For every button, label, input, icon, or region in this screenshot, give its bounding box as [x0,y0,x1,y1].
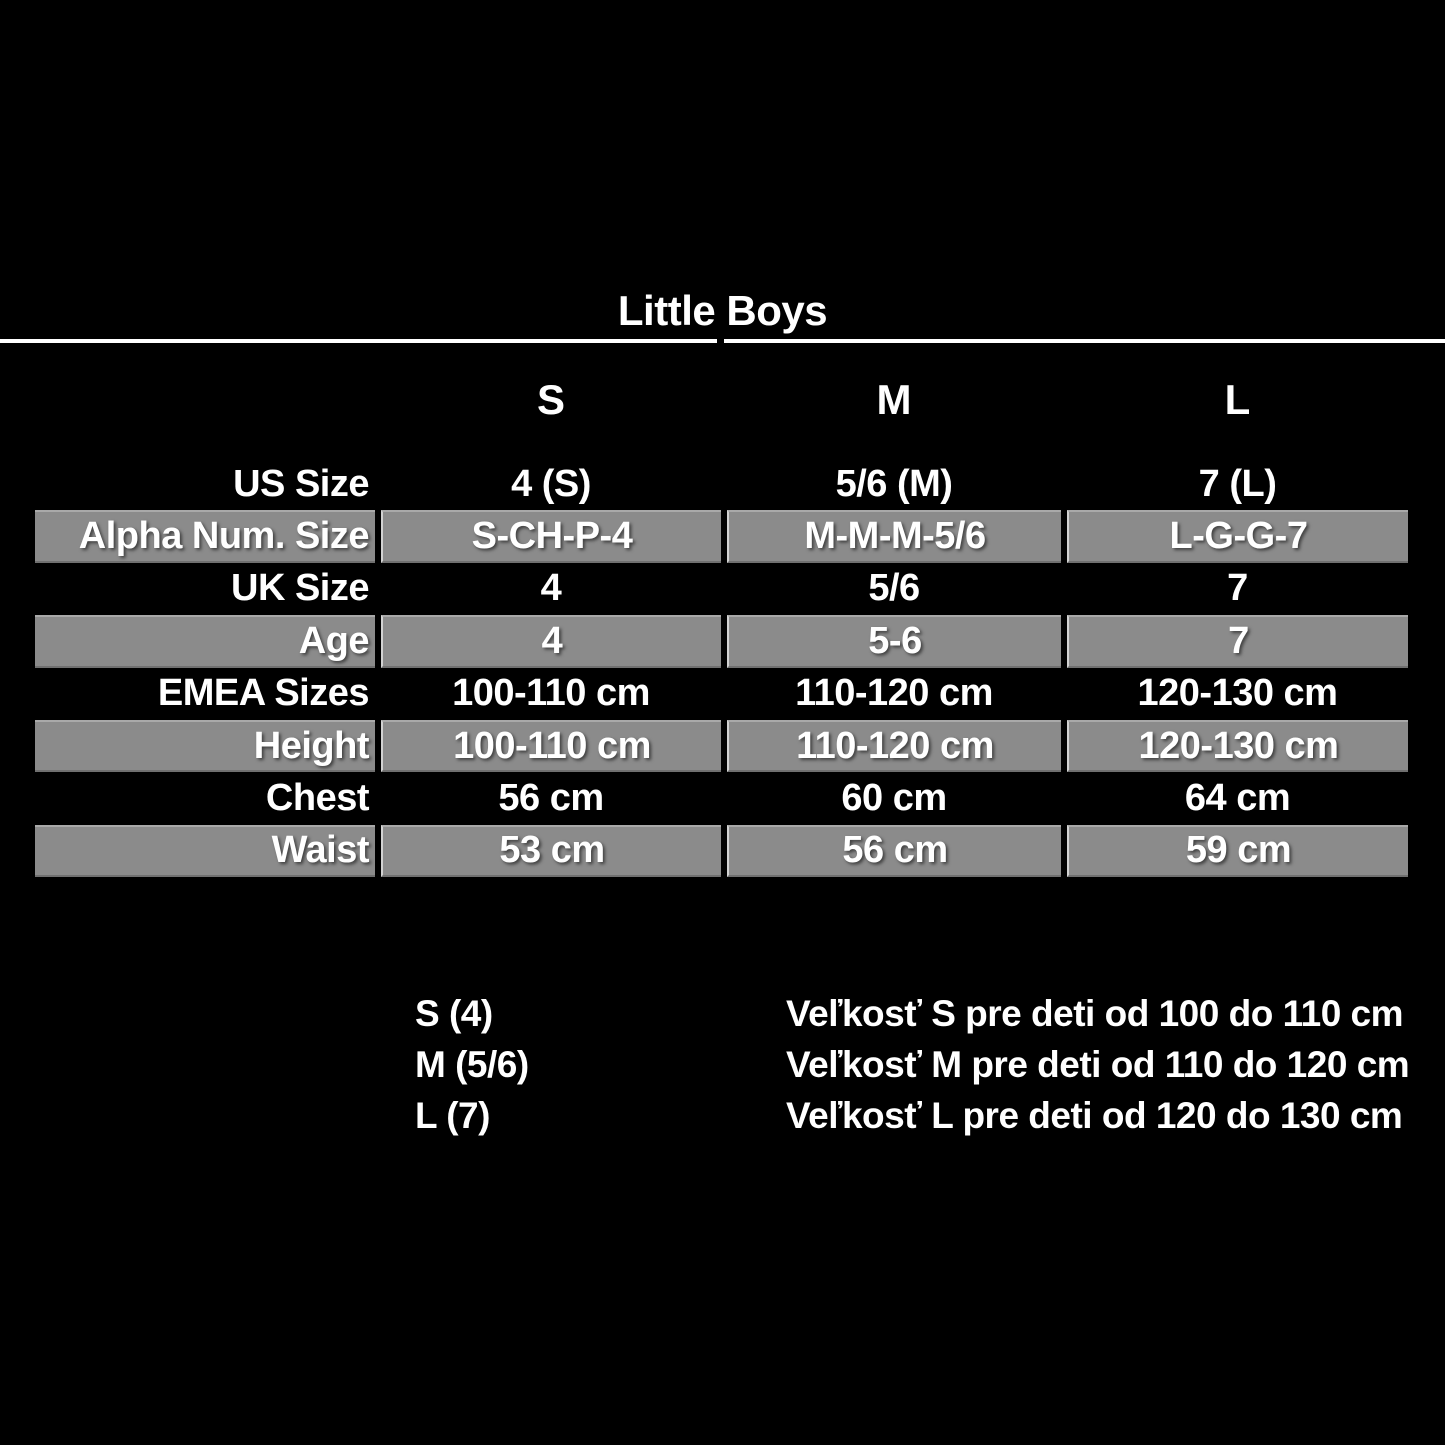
size-cell-l: 7 [1227,567,1248,610]
size-cell-l: 120-130 cm [1137,672,1338,715]
size-cell-m: 5-6 [727,615,1061,668]
size-cell-l: 64 cm [1184,777,1291,820]
size-cell-s: 4 [540,567,562,610]
table-row-us-size: US Size 4 (S) 5/6 (M) 7 (L) [35,458,1408,510]
row-label: Chest [265,777,370,820]
size-cell-l: 7 [1067,615,1408,668]
size-cell-m: 5/6 [868,567,920,610]
size-cell-s: 4 (S) [511,462,591,505]
column-header-l: L [1224,376,1251,423]
column-header-m: M [876,376,912,423]
table-row-height: Height 100-110 cm 110-120 cm 120-130 cm [35,719,1408,773]
row-label: Height [35,719,375,773]
row-label: Age [35,615,375,668]
table-row-uk-size: UK Size 4 5/6 7 [35,563,1408,615]
legend-item-s: S (4) Veľkosť S pre deti od 100 do 110 c… [0,988,1445,1039]
size-cell-s: 100-110 cm [452,672,650,715]
row-label: US Size [233,462,369,505]
size-cell-s: 4 [381,615,721,668]
title-divider-right [724,339,1445,343]
size-cell-m: 110-120 cm [795,672,993,715]
table-row-chest: Chest 56 cm 60 cm 64 cm [35,772,1408,824]
legend-item-m: M (5/6) Veľkosť M pre deti od 110 do 120… [0,1039,1445,1090]
table-row-waist: Waist 53 cm 56 cm 59 cm [35,824,1408,878]
table-row-age: Age 4 5-6 7 [35,615,1408,668]
size-cell-m: M-M-M-5/6 [727,510,1061,563]
row-label: EMEA Sizes [157,672,370,715]
legend-item-l: L (7) Veľkosť L pre deti od 120 do 130 c… [0,1090,1445,1141]
legend-description: Veľkosť S pre deti od 100 do 110 cm [786,992,1404,1034]
size-cell-m: 60 cm [841,777,947,820]
legend-term: S (4) [415,992,493,1034]
legend-term: M (5/6) [415,1043,529,1085]
size-cell-l: 120-130 cm [1067,719,1408,773]
legend-description: Veľkosť M pre deti od 110 do 120 cm [786,1043,1410,1085]
size-cell-s: 56 cm [498,777,604,820]
size-legend: S (4) Veľkosť S pre deti od 100 do 110 c… [0,988,1445,1141]
size-cell-m: 110-120 cm [727,719,1061,773]
column-header-s: S [536,376,565,423]
size-table: S M L US Size 4 (S) 5/6 (M) 7 (L) Alpha … [35,372,1408,878]
size-cell-s: 53 cm [381,824,721,878]
size-cell-l: 59 cm [1067,824,1408,878]
page-title: Little Boys [617,287,828,334]
size-cell-m: 5/6 (M) [835,462,953,505]
size-cell-m: 56 cm [727,824,1061,878]
size-cell-s: 100-110 cm [381,719,721,773]
legend-term: L (7) [415,1094,490,1136]
size-cell-l: L-G-G-7 [1067,510,1408,563]
row-label: UK Size [231,567,369,610]
table-row-emea-sizes: EMEA Sizes 100-110 cm 110-120 cm 120-130… [35,668,1408,720]
title-divider-left [0,339,717,343]
row-label: Waist [35,824,375,878]
header-spacer [35,372,375,428]
size-cell-l: 7 (L) [1198,462,1277,505]
row-label: Alpha Num. Size [35,510,375,563]
table-row-alpha-num-size: Alpha Num. Size S-CH-P-4 M-M-M-5/6 L-G-G… [35,510,1408,563]
size-cell-s: S-CH-P-4 [381,510,721,563]
size-header-row: S M L [35,372,1408,428]
legend-description: Veľkosť L pre deti od 120 do 130 cm [786,1094,1403,1136]
